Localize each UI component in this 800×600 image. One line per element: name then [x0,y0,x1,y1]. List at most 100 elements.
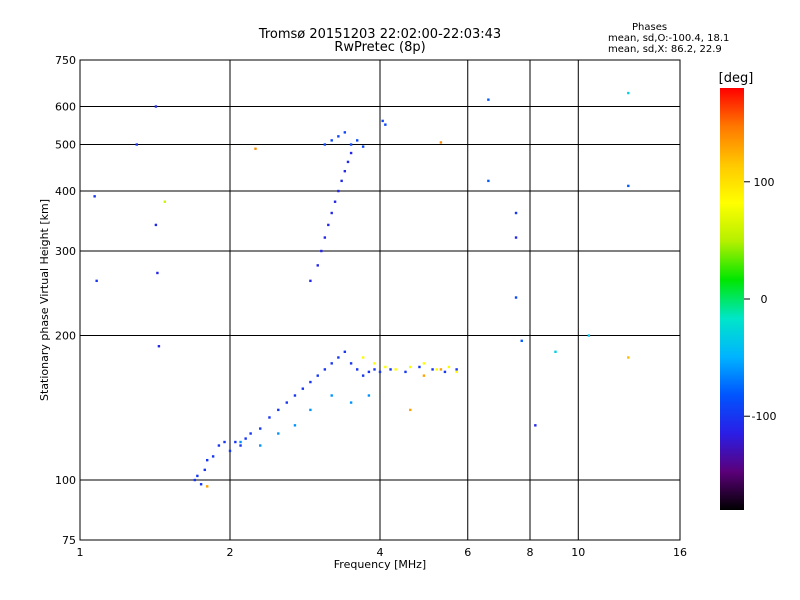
x-tick-label: 2 [227,546,234,559]
data-point [205,485,209,488]
data-point [259,427,262,430]
data-point [520,339,523,343]
data-point [373,362,376,365]
data-point [333,200,337,203]
data-point [254,147,257,150]
y-tick-label: 750 [55,54,76,67]
data-point [378,370,382,374]
data-point [309,408,312,412]
data-point [205,458,209,462]
data-point [435,368,438,371]
y-tick-label: 75 [62,534,76,547]
data-point [361,356,365,359]
data-point [534,424,537,427]
data-point [373,368,376,371]
plot-area-frame [79,59,681,541]
chart-subtitle: RwPretec (8p) [334,40,426,55]
data-point [349,151,353,155]
data-point [361,374,365,377]
data-point [487,179,490,183]
y-axis-ticks: 75 100 200 300 400 500 600 750 [55,54,76,547]
data-point [156,271,159,275]
x-tick-label: 16 [673,546,687,559]
x-tick-label: 10 [571,546,585,559]
data-point [554,350,557,353]
data-point [163,200,167,203]
data-point [309,380,312,384]
y-tick-label: 600 [55,101,76,114]
data-point [203,468,206,472]
x-tick-label: 6 [464,546,471,559]
data-points [93,91,630,488]
data-point [455,368,458,371]
data-point [217,444,221,447]
y-tick-label: 300 [55,245,76,258]
data-point [95,279,98,283]
data-point [93,195,96,198]
data-point [367,370,371,374]
data-point [196,474,199,478]
data-point [330,139,333,142]
data-point [154,105,158,108]
data-point [422,362,426,365]
data-point [239,440,242,444]
stats-line-o: mean, sd,O:-100.4, 18.1 [608,33,730,44]
x-tick-label: 8 [527,546,534,559]
data-point [316,264,319,267]
data-point [439,368,443,371]
data-point [293,424,297,427]
y-tick-label: 400 [55,185,76,198]
data-point [330,362,333,365]
data-point [355,139,359,142]
data-point [268,416,271,419]
stats-line-x: mean, sd,X: 86.2, 22.9 [608,44,722,55]
data-point [431,368,434,371]
data-point [627,91,630,95]
colorbar-tick-label: 100 [754,176,775,189]
data-point [340,179,343,183]
y-tick-label: 100 [55,474,76,487]
data-point [135,143,138,146]
data-point [223,440,226,444]
data-point [381,119,384,123]
data-point [346,160,350,164]
data-point [404,370,407,374]
data-point [355,368,359,371]
colorbar-tick-label: 0 [761,293,768,306]
data-point [343,169,347,173]
data-point [343,350,347,353]
data-point [384,365,387,369]
data-point [409,365,412,369]
data-point [361,145,365,148]
x-axis-label: Frequency [MHz] [334,558,426,571]
data-point [418,365,421,369]
data-point [193,478,197,482]
data-point [323,368,327,371]
data-point [154,223,158,227]
data-point [249,432,252,435]
data-point [234,440,237,444]
data-point [211,455,215,458]
colorbar [720,88,744,510]
gridlines [80,60,680,540]
y-tick-label: 500 [55,139,76,152]
data-point [447,365,451,369]
data-point [323,143,327,146]
data-point [337,135,340,138]
data-point [320,249,323,253]
data-point [443,370,447,374]
x-axis-ticks: 1 2 4 6 8 10 16 [77,546,688,559]
data-point [627,184,630,188]
x-tick-label: 4 [377,546,384,559]
data-point [293,394,297,397]
data-point [389,368,392,371]
data-point [627,356,630,359]
data-point [277,432,280,435]
data-point [157,345,161,348]
data-point [330,211,333,215]
data-point [323,236,327,239]
data-point [349,362,353,365]
data-point [487,98,490,101]
data-point [514,296,518,299]
